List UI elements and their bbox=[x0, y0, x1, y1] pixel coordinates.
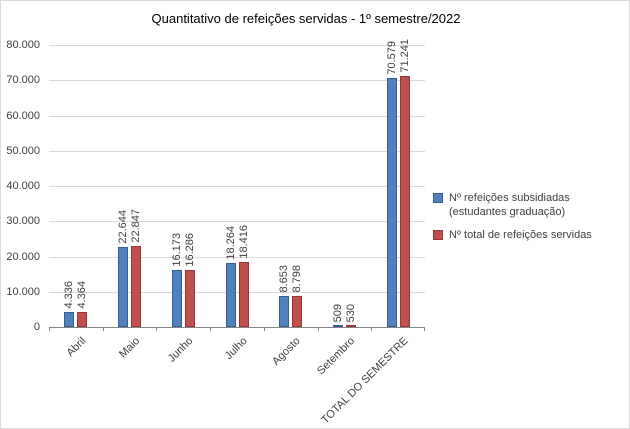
bar bbox=[332, 325, 343, 327]
y-tick-label: 80.000 bbox=[6, 39, 40, 51]
legend: Nº refeições subsidiadas (estudantes gra… bbox=[433, 191, 625, 251]
bar bbox=[238, 262, 249, 327]
x-category-label: TOTAL DO SEMESTRE bbox=[319, 335, 411, 427]
axis-tick bbox=[371, 327, 372, 331]
legend-label: Nº refeições subsidiadas (estudantes gra… bbox=[449, 192, 570, 218]
gridline bbox=[49, 150, 425, 152]
axis-tick bbox=[103, 327, 104, 331]
bar-value-label: 4.364 bbox=[76, 281, 89, 309]
legend-item: Nº refeições subsidiadas (estudantes gra… bbox=[433, 191, 625, 219]
bar bbox=[225, 263, 236, 327]
x-category-label: Setembro bbox=[314, 335, 357, 378]
bar bbox=[386, 78, 397, 327]
bar-value-label: 16.286 bbox=[183, 233, 196, 267]
bar bbox=[345, 325, 356, 327]
gridline bbox=[49, 80, 425, 82]
axis-tick bbox=[318, 327, 319, 331]
y-axis-labels: 0 10.000 20.000 30.000 40.000 50.000 60.000 70.… bbox=[1, 39, 45, 333]
gridline bbox=[49, 221, 425, 223]
bar-value-label: 8.653 bbox=[278, 265, 291, 293]
x-axis-labels: Abril Maio Junho Julho Agosto Setembro TOTAL D… bbox=[49, 328, 425, 428]
legend-item: Nº total de refeições servidas bbox=[433, 228, 625, 242]
bar bbox=[77, 312, 88, 327]
axis-tick bbox=[210, 327, 211, 331]
bar-value-label: 509 bbox=[331, 303, 344, 322]
legend-marker bbox=[433, 193, 443, 203]
y-tick-label: 30.000 bbox=[6, 215, 40, 228]
y-tick-label: 0 bbox=[33, 321, 40, 333]
gridline bbox=[49, 45, 425, 46]
axis-tick bbox=[156, 327, 157, 331]
bar-value-label: 71.241 bbox=[398, 39, 411, 73]
x-category-label: Abril bbox=[64, 335, 89, 360]
gridline bbox=[49, 256, 425, 258]
x-category-label: Maio bbox=[116, 335, 143, 361]
legend-label: Nº total de refeições servidas bbox=[449, 229, 592, 241]
bar-value-label: 16.173 bbox=[170, 233, 183, 267]
bar-value-label: 18.416 bbox=[237, 225, 250, 259]
axis-tick bbox=[424, 327, 425, 331]
y-tick-label: 50.000 bbox=[6, 144, 40, 157]
bar bbox=[399, 76, 410, 327]
x-category-label: Julho bbox=[222, 335, 250, 363]
bar bbox=[118, 247, 129, 327]
x-category-label: Junho bbox=[166, 335, 196, 365]
bar bbox=[279, 296, 290, 327]
y-tick-label: 40.000 bbox=[6, 180, 40, 192]
axis-tick bbox=[49, 327, 50, 331]
bar-value-label: 4.336 bbox=[63, 281, 76, 309]
bar-value-label: 70.579 bbox=[385, 41, 398, 75]
x-category-label: Agosto bbox=[270, 335, 304, 368]
gridline bbox=[49, 115, 425, 117]
bar-value-label: 530 bbox=[344, 303, 357, 322]
bar bbox=[131, 246, 142, 327]
plot-area: 4.336 4.364 22.644 22.847 16.173 16.286 18.264… bbox=[49, 39, 425, 331]
axis-tick bbox=[264, 327, 265, 331]
y-tick-label: 20.000 bbox=[6, 250, 40, 263]
bar-value-label: 8.798 bbox=[291, 265, 304, 293]
y-tick-label: 60.000 bbox=[6, 109, 40, 122]
bar-value-label: 22.847 bbox=[130, 209, 143, 243]
y-tick-label: 10.000 bbox=[6, 285, 40, 298]
y-tick-label: 70.000 bbox=[6, 74, 40, 87]
bar bbox=[184, 270, 195, 327]
bar bbox=[171, 270, 182, 327]
bar bbox=[64, 312, 75, 327]
bar-value-label: 22.644 bbox=[117, 210, 130, 244]
bar-value-label: 18.264 bbox=[224, 226, 237, 260]
legend-marker bbox=[433, 230, 443, 240]
bar bbox=[292, 296, 303, 327]
gridline bbox=[49, 291, 425, 293]
chart-title: Quantitativo de refeições servidas - 1º … bbox=[151, 11, 461, 26]
gridline bbox=[49, 186, 425, 187]
